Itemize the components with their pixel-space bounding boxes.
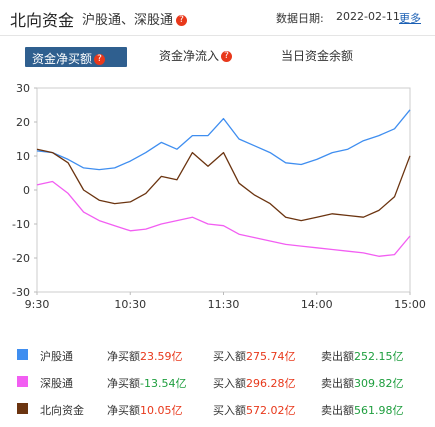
sell-label: 卖出额 — [321, 404, 354, 417]
legend-name: 深股通 — [40, 377, 73, 390]
sell-value: 309.82亿 — [354, 377, 404, 390]
x-tick-label: 15:00 — [394, 298, 426, 311]
series-line-1 — [36, 109, 411, 171]
sell-label: 卖出额 — [321, 377, 354, 390]
sell-amount: 卖出额252.15亿 — [321, 348, 404, 364]
series-line-3 — [36, 148, 411, 222]
tab-net-buy-label: 资金净买额 — [32, 52, 93, 66]
divider — [0, 35, 435, 36]
legend-row-sgt: 深股通 净买额-13.54亿 买入额296.28亿 卖出额309.82亿 — [0, 369, 435, 395]
sell-amount: 卖出额561.98亿 — [321, 402, 404, 418]
buy-label: 买入额 — [213, 377, 246, 390]
net-buy-label: 净买额 — [107, 350, 140, 363]
buy-value: 572.02亿 — [246, 404, 296, 417]
legend-name: 北向资金 — [40, 404, 84, 417]
x-tick-label: 11:30 — [208, 298, 240, 311]
sell-value: 561.98亿 — [354, 404, 404, 417]
sell-label: 卖出额 — [321, 350, 354, 363]
help-icon[interactable]: ? — [221, 51, 233, 62]
page-title: 北向资金 — [10, 11, 75, 30]
legend-row-north: 北向资金 净买额10.05亿 买入额572.02亿 卖出额561.98亿 — [0, 396, 435, 422]
y-tick-label: 0 — [23, 184, 30, 197]
legend-swatch-hgt — [17, 349, 28, 360]
net-buy: 净买额-13.54亿 — [107, 375, 186, 391]
y-tick-label: -30 — [12, 286, 30, 299]
date-value: 2022-02-11 — [336, 10, 400, 23]
buy-amount: 买入额572.02亿 — [213, 402, 296, 418]
legend-row-hgt: 沪股通 净买额23.59亿 买入额275.74亿 卖出额252.15亿 — [0, 342, 435, 368]
y-tick-label: -20 — [12, 252, 30, 265]
sell-amount: 卖出额309.82亿 — [321, 375, 404, 391]
buy-label: 买入额 — [213, 350, 246, 363]
legend-name: 沪股通 — [40, 350, 73, 363]
net-buy: 净买额10.05亿 — [107, 402, 183, 418]
net-buy-value: 23.59亿 — [140, 350, 183, 363]
y-tick-label: 10 — [16, 150, 30, 163]
legend-swatch-north — [17, 403, 28, 414]
buy-amount: 买入额296.28亿 — [213, 375, 296, 391]
tab-net-buy[interactable]: 资金净买额? — [25, 47, 127, 67]
series-line-2 — [36, 180, 411, 257]
tab-net-inflow[interactable]: 资金净流入? — [159, 47, 233, 64]
net-buy-label: 净买额 — [107, 404, 140, 417]
line-chart: 30 20 10 0 -10 -20 -309:30 10:30 11:30 14:00 15:00 — [12, 82, 426, 311]
buy-label: 买入额 — [213, 404, 246, 417]
help-icon[interactable]: ? — [176, 15, 188, 26]
y-tick-label: 20 — [16, 116, 30, 129]
tab-daily-balance[interactable]: 当日资金余额 — [281, 47, 353, 64]
x-tick-label: 10:30 — [114, 298, 146, 311]
help-icon[interactable]: ? — [94, 54, 106, 65]
net-buy-value: 10.05亿 — [140, 404, 183, 417]
more-link[interactable]: 更多 — [399, 12, 421, 25]
header: 北向资金 沪股通、深股通? 数据日期: 2022-02-11 更多 — [0, 0, 435, 32]
buy-amount: 买入额275.74亿 — [213, 348, 296, 364]
net-buy-label: 净买额 — [107, 377, 140, 390]
x-tick-label: 14:00 — [301, 298, 333, 311]
y-tick-label: 30 — [16, 82, 30, 95]
tab-net-inflow-label: 资金净流入 — [159, 49, 220, 63]
date-label: 数据日期: — [276, 12, 324, 25]
tab-daily-balance-label: 当日资金余额 — [281, 49, 354, 63]
subtitle-text: 沪股通、深股通 — [82, 13, 174, 28]
net-buy-value: -13.54亿 — [140, 377, 187, 390]
subtitle: 沪股通、深股通? — [82, 9, 188, 28]
legend-swatch-sgt — [17, 376, 28, 387]
x-tick-label: 9:30 — [25, 298, 50, 311]
net-buy: 净买额23.59亿 — [107, 348, 183, 364]
buy-value: 296.28亿 — [246, 377, 296, 390]
sell-value: 252.15亿 — [354, 350, 404, 363]
buy-value: 275.74亿 — [246, 350, 296, 363]
y-tick-label: -10 — [12, 218, 30, 231]
